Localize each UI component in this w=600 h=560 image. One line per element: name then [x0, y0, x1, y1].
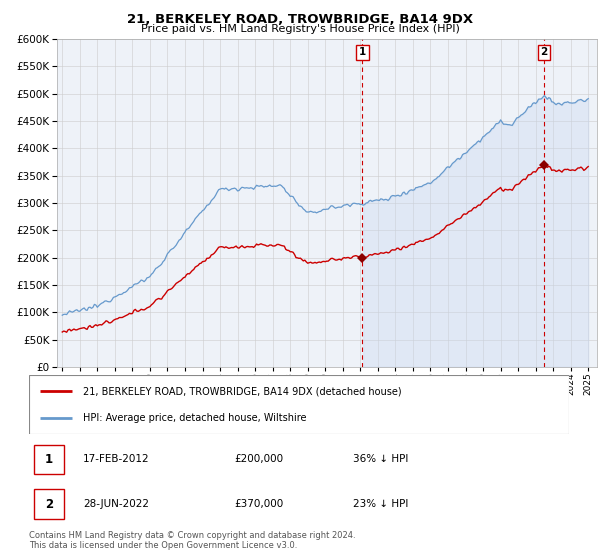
Text: 2: 2 — [45, 497, 53, 511]
Text: 28-JUN-2022: 28-JUN-2022 — [83, 499, 149, 509]
Text: 1: 1 — [359, 48, 366, 57]
Text: 21, BERKELEY ROAD, TROWBRIDGE, BA14 9DX: 21, BERKELEY ROAD, TROWBRIDGE, BA14 9DX — [127, 13, 473, 26]
Text: 2: 2 — [541, 48, 548, 57]
Text: Price paid vs. HM Land Registry's House Price Index (HPI): Price paid vs. HM Land Registry's House … — [140, 24, 460, 34]
Text: 17-FEB-2012: 17-FEB-2012 — [83, 454, 149, 464]
Text: Contains HM Land Registry data © Crown copyright and database right 2024.
This d: Contains HM Land Registry data © Crown c… — [29, 531, 355, 550]
FancyBboxPatch shape — [34, 445, 64, 474]
FancyBboxPatch shape — [34, 489, 64, 519]
Text: 21, BERKELEY ROAD, TROWBRIDGE, BA14 9DX (detached house): 21, BERKELEY ROAD, TROWBRIDGE, BA14 9DX … — [83, 386, 401, 396]
Text: HPI: Average price, detached house, Wiltshire: HPI: Average price, detached house, Wilt… — [83, 413, 307, 423]
Text: 36% ↓ HPI: 36% ↓ HPI — [353, 454, 408, 464]
Text: 1: 1 — [45, 452, 53, 466]
Text: £200,000: £200,000 — [234, 454, 283, 464]
Text: 23% ↓ HPI: 23% ↓ HPI — [353, 499, 408, 509]
Text: £370,000: £370,000 — [234, 499, 283, 509]
FancyBboxPatch shape — [29, 375, 569, 434]
